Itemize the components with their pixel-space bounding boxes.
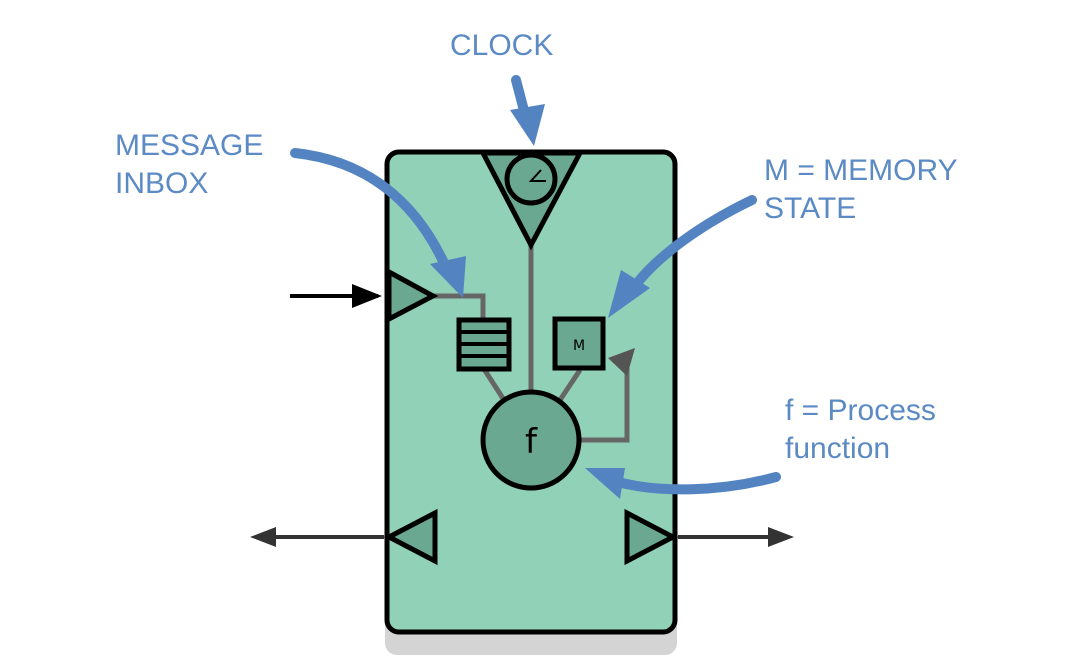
message-inbox-label-line1: MESSAGE	[115, 129, 263, 162]
memory-annotation-arrow	[633, 195, 757, 287]
memory-symbol: M	[573, 338, 585, 354]
function-to-memory-feedback	[580, 368, 630, 443]
memory-feedback-arrowhead	[608, 348, 635, 376]
message-inbox-label-line2: INBOX	[115, 167, 208, 200]
process-function-label-line2: function	[785, 432, 890, 465]
internal-connectors	[432, 245, 630, 443]
memory-state-label-line2: STATE	[764, 192, 856, 225]
clock-icon	[504, 152, 558, 206]
process-function-label-line1: f = Process	[785, 394, 936, 427]
output-right-arrowhead	[768, 527, 794, 547]
clock-annotation-arrowhead	[510, 104, 545, 146]
message-annotation-arrowhead	[430, 256, 466, 298]
input-to-inbox-connector	[432, 293, 486, 320]
memory-to-function-connector	[557, 368, 583, 402]
process-annotation-arrowhead	[585, 468, 625, 499]
output-port-left-triangle	[383, 508, 438, 566]
clock-hands-icon	[528, 169, 546, 182]
inbox-to-function-connector	[481, 367, 507, 402]
input-port-triangle	[386, 267, 439, 324]
function-symbol: f	[525, 422, 538, 462]
process-annotation-arrow	[613, 472, 781, 495]
process-function-circle	[480, 389, 582, 491]
output-port-right-triangle	[624, 508, 679, 566]
clock-label: CLOCK	[450, 29, 553, 62]
inbox-lines-icon	[459, 330, 509, 358]
memory-state-label-line1: M = MEMORY	[764, 154, 958, 187]
output-left-arrowhead	[250, 527, 276, 547]
memory-annotation-arrowhead	[608, 270, 650, 318]
input-arrowhead	[352, 284, 382, 308]
memory-state-box	[552, 316, 606, 371]
message-annotation-arrow	[290, 148, 453, 277]
